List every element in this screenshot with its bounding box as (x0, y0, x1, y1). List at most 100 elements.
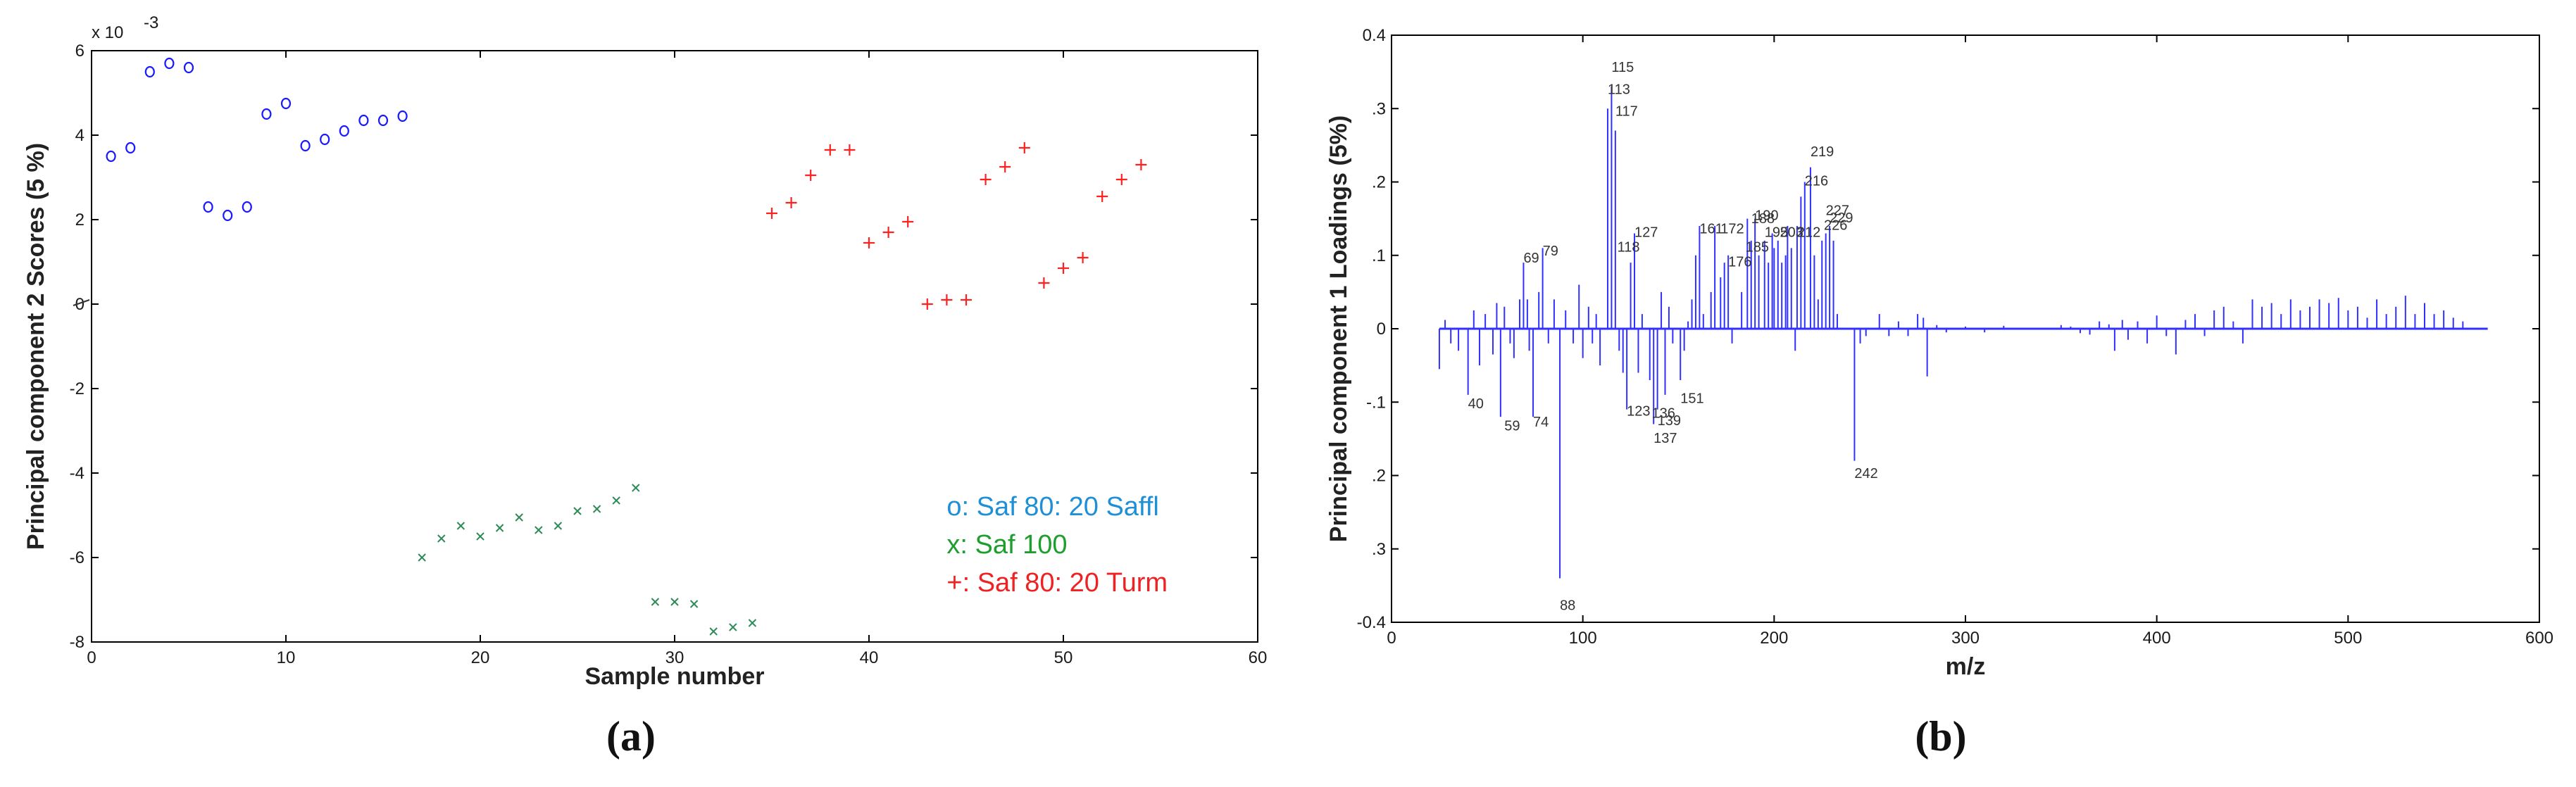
panel-a-x-tick-label: 40 (860, 648, 879, 667)
panel-a-x-tick-label: 0 (87, 648, 96, 667)
scatter-point-circle (125, 141, 136, 154)
panel-a-exponent-power: -3 (144, 13, 158, 32)
scatter-point-plus (921, 298, 933, 310)
scatter-point-cross (592, 505, 601, 513)
scatter-point-circle (242, 201, 252, 213)
panel-b-peak-labels: 1151131172192162272292261271181611721901… (1468, 60, 1878, 614)
scatter-point-circle (144, 65, 155, 78)
scatter-point-circle (377, 114, 389, 127)
scatter-point-circle (280, 97, 292, 110)
scatter-point-plus (766, 208, 777, 219)
peak-label: 212 (1797, 225, 1820, 241)
scatter-point-plus (1135, 159, 1147, 170)
panel-a-x-axis-title: Sample number (584, 663, 764, 690)
peak-label: 69 (1523, 251, 1539, 266)
peak-label: 115 (1611, 60, 1634, 75)
peak-label: 123 (1627, 403, 1650, 419)
scatter-point-plus (882, 227, 894, 238)
panel-b-x-tick-label: 400 (2143, 629, 2171, 648)
panel-a-x-tick-label: 60 (1249, 648, 1268, 667)
panel-b-bars (1438, 86, 2464, 579)
scatter-point-circle (397, 110, 408, 122)
panel-a-y-tick-label: -2 (70, 379, 85, 398)
peak-label: 229 (1830, 210, 1853, 226)
panel-a-legend: o: Saf 80: 20 Saffl x: Saf 100 +: Saf 80: … (946, 492, 1168, 598)
peak-label: 226 (1824, 218, 1847, 233)
peak-label: 59 (1504, 418, 1520, 434)
scatter-point-cross (729, 623, 737, 631)
panel-a-plot-frame (91, 50, 1258, 643)
panel-b-y-tick-label: -0.4 (1357, 613, 1386, 632)
scatter-point-plus (902, 216, 914, 227)
scatter-point-plus (980, 174, 992, 185)
panel-a-ticks: 0 10 20 30 40 50 60 -8 -6 -4 -2 0 2 4 6 (70, 42, 1268, 667)
scatter-point-plus (1058, 263, 1069, 274)
panel-b-x-tick-label: 100 (1569, 629, 1597, 648)
peak-label: 190 (1755, 208, 1778, 224)
scatter-point-cross (612, 496, 620, 505)
peak-label: 118 (1618, 240, 1640, 256)
panel-a-scores-plot: 0 10 20 30 40 50 60 -8 -6 -4 -2 0 2 4 6 x 10 -3 Sample… (23, 13, 1267, 760)
peak-label: 242 (1854, 466, 1877, 481)
panel-b-y-tick-label: 0 (1377, 320, 1386, 339)
peak-label: 195 (1765, 225, 1788, 241)
scatter-point-circle (183, 61, 194, 74)
panel-a-x-tick-label: 30 (665, 648, 684, 667)
panel-a-label: (a) (606, 713, 656, 760)
scatter-point-cross (437, 534, 446, 543)
panel-a-y-tick-label: -6 (70, 548, 85, 567)
peak-label: 40 (1468, 396, 1484, 412)
panel-b-y-tick-label: .2 (1372, 467, 1386, 486)
scatter-point-cross (418, 553, 426, 562)
legend-entry: o: Saf 80: 20 Saffl (946, 492, 1158, 522)
scatter-point-cross (534, 526, 543, 534)
panel-b-y-tick-label: .2 (1372, 173, 1386, 192)
panel-a-x-tick-label: 20 (471, 648, 490, 667)
scatter-point-cross (456, 522, 465, 530)
panel-b-y-tick-label: .3 (1372, 99, 1386, 118)
panel-a-x-tick-label: 10 (277, 648, 296, 667)
scatter-point-plus (1077, 252, 1089, 263)
panel-b-x-axis-title: m/z (1946, 653, 1986, 680)
scatter-point-circle (203, 201, 213, 213)
scatter-point-circle (300, 139, 311, 152)
panel-a-y-tick-label: 2 (75, 210, 85, 229)
scatter-point-cross (632, 484, 640, 492)
scatter-point-plus (844, 144, 856, 156)
panel-b-y-tick-label: -.1 (1366, 393, 1386, 412)
peak-label: 185 (1746, 240, 1769, 256)
scatter-point-circle (339, 125, 349, 137)
peak-label: 88 (1560, 598, 1575, 614)
panel-b-ticks: 0 100 200 300 400 500 600 0.4 .3 .2 .1 0 -.1 .2 .3 -0.4 (1357, 26, 2553, 648)
panel-b-y-tick-label: 0.4 (1363, 26, 1386, 45)
scatter-point-circle (320, 133, 330, 146)
scatter-point-plus (961, 294, 972, 306)
peak-label: 219 (1811, 144, 1834, 160)
scatter-point-plus (1096, 191, 1108, 202)
peak-label: 161 (1699, 221, 1722, 237)
panel-a-y-tick-label: 6 (75, 42, 85, 61)
panel-a-y-tick-label: 4 (75, 126, 85, 145)
scatter-point-plus (785, 197, 797, 208)
peak-label: 113 (1608, 82, 1630, 97)
peak-label: 176 (1728, 254, 1751, 270)
scatter-point-plus (805, 170, 817, 181)
scatter-point-circle (106, 150, 116, 163)
panel-b-x-tick-label: 300 (1951, 629, 1980, 648)
scatter-point-plus (1115, 174, 1127, 185)
panel-b-x-tick-label: 600 (2525, 629, 2553, 648)
panel-b-y-axis-title: Principal component 1 Loadings (5%) (1325, 115, 1352, 542)
panel-b-x-tick-label: 500 (2334, 629, 2362, 648)
peak-label: 117 (1615, 104, 1638, 120)
panel-a-points (106, 57, 1147, 636)
peak-label: 151 (1680, 391, 1703, 407)
panel-b-x-tick-label: 0 (1387, 629, 1396, 648)
scatter-point-cross (495, 524, 504, 532)
scatter-point-cross (515, 513, 523, 522)
peak-label: 203 (1780, 225, 1803, 241)
peak-label: 137 (1653, 431, 1677, 446)
peak-label: 188 (1751, 211, 1775, 227)
panel-a-y-tick-label: -4 (70, 464, 85, 483)
panel-a-y-tick-label: 0 (75, 295, 85, 314)
peak-label: 216 (1805, 174, 1828, 189)
